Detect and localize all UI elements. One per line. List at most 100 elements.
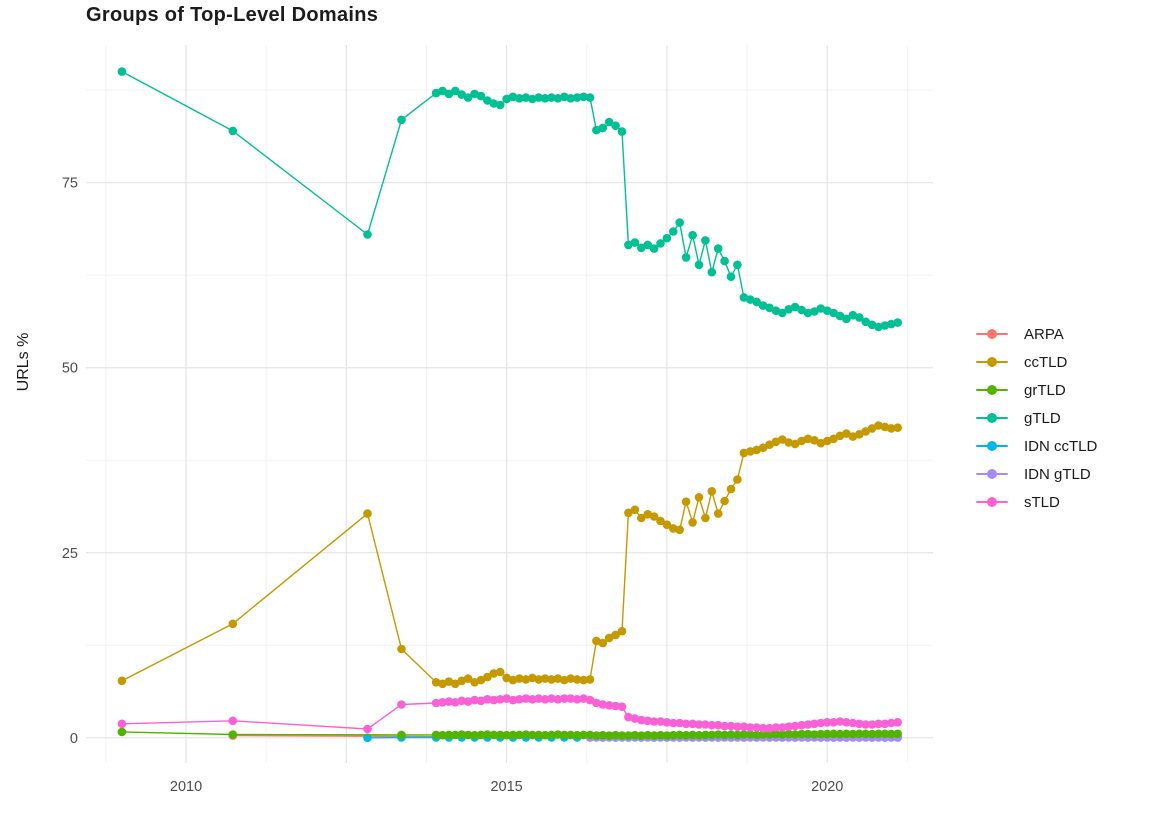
data-point-grtld bbox=[553, 730, 563, 739]
legend-item-arpa: ARPA bbox=[976, 320, 1097, 348]
data-point-cctld bbox=[707, 487, 717, 496]
data-point-gtld bbox=[476, 91, 486, 101]
data-point-stld bbox=[528, 695, 537, 704]
legend-label: IDN ccTLD bbox=[1024, 437, 1098, 455]
data-point-stld bbox=[553, 695, 563, 704]
series-gtld bbox=[117, 67, 902, 332]
data-point-gtld bbox=[797, 305, 806, 315]
legend-label: IDN gTLD bbox=[1024, 465, 1091, 483]
data-point-cctld bbox=[656, 516, 665, 526]
data-point-stld bbox=[893, 718, 902, 727]
series-cctld bbox=[117, 421, 902, 689]
data-point-gtld bbox=[694, 260, 704, 270]
data-point-stld bbox=[688, 719, 697, 729]
data-point-grtld bbox=[463, 730, 473, 740]
data-point-stld bbox=[694, 720, 704, 729]
data-point-grtld bbox=[707, 730, 717, 740]
data-point-stld bbox=[816, 718, 826, 728]
data-point-gtld bbox=[649, 244, 659, 253]
data-point-stld bbox=[431, 698, 441, 708]
data-point-gtld bbox=[637, 243, 646, 253]
data-point-gtld bbox=[810, 307, 819, 316]
data-point-grtld bbox=[880, 729, 890, 739]
data-point-gtld bbox=[733, 260, 742, 270]
legend-key-dot bbox=[987, 469, 997, 479]
data-point-grtld bbox=[540, 730, 550, 740]
data-point-grtld bbox=[784, 729, 793, 739]
data-point-gtld bbox=[624, 240, 633, 250]
data-point-stld bbox=[880, 719, 890, 729]
data-point-grtld bbox=[624, 731, 633, 740]
data-point-gtld bbox=[534, 93, 543, 102]
data-point-cctld bbox=[713, 509, 723, 518]
data-point-stld bbox=[797, 720, 806, 730]
data-point-stld bbox=[739, 722, 749, 731]
data-point-gtld bbox=[521, 93, 531, 102]
data-point-stld bbox=[829, 718, 838, 727]
data-point-gtld bbox=[752, 297, 761, 307]
legend-key-dot bbox=[987, 413, 997, 423]
data-point-gtld bbox=[228, 126, 238, 136]
data-point-grtld bbox=[547, 730, 556, 740]
legend-label: gTLD bbox=[1024, 409, 1061, 427]
data-point-gtld bbox=[444, 89, 454, 99]
data-point-cctld bbox=[534, 675, 543, 684]
data-point-cctld bbox=[598, 638, 608, 648]
data-point-cctld bbox=[669, 524, 678, 533]
data-point-grtld bbox=[733, 730, 742, 740]
data-point-grtld bbox=[669, 730, 678, 740]
data-point-cctld bbox=[778, 435, 787, 444]
data-point-gtld bbox=[611, 121, 620, 130]
data-point-gtld bbox=[765, 303, 774, 313]
data-point-grtld bbox=[867, 729, 877, 739]
data-point-grtld bbox=[816, 729, 826, 739]
data-point-grtld bbox=[560, 730, 569, 740]
data-point-grtld bbox=[765, 730, 774, 739]
data-point-cctld bbox=[483, 672, 492, 682]
data-point-stld bbox=[117, 719, 127, 729]
data-point-stld bbox=[483, 695, 492, 704]
data-point-gtld bbox=[880, 321, 890, 330]
data-point-gtld bbox=[363, 230, 372, 239]
data-point-grtld bbox=[630, 730, 640, 740]
data-point-cctld bbox=[662, 520, 672, 529]
legend-label: sTLD bbox=[1024, 493, 1060, 511]
data-point-grtld bbox=[444, 730, 454, 740]
series-grtld bbox=[117, 727, 902, 740]
data-point-gtld bbox=[528, 94, 537, 104]
data-point-grtld bbox=[758, 730, 768, 739]
data-point-stld bbox=[675, 718, 684, 728]
data-point-cctld bbox=[874, 421, 883, 430]
legend-item-gtld: gTLD bbox=[976, 404, 1097, 432]
data-point-gtld bbox=[643, 240, 652, 250]
data-point-stld bbox=[848, 718, 858, 728]
data-point-grtld bbox=[489, 730, 499, 740]
legend-label: ARPA bbox=[1024, 325, 1064, 343]
data-point-stld bbox=[681, 719, 691, 729]
data-point-grtld bbox=[585, 730, 595, 740]
data-point-stld bbox=[867, 720, 877, 729]
data-point-cctld bbox=[887, 424, 896, 433]
data-point-stld bbox=[585, 695, 595, 705]
legend-key-icon bbox=[976, 328, 1008, 340]
data-point-stld bbox=[656, 717, 665, 726]
data-point-grtld bbox=[476, 730, 486, 740]
data-point-gtld bbox=[451, 86, 460, 96]
data-point-gtld bbox=[117, 67, 127, 76]
legend-key-dot bbox=[987, 497, 997, 507]
data-point-gtld bbox=[547, 93, 556, 102]
data-point-grtld bbox=[457, 730, 467, 739]
data-point-stld bbox=[521, 694, 531, 703]
data-point-cctld bbox=[228, 619, 238, 629]
data-point-grtld bbox=[746, 730, 755, 739]
data-point-gtld bbox=[681, 253, 691, 262]
legend-label: grTLD bbox=[1024, 381, 1066, 399]
data-point-gtld bbox=[438, 86, 447, 96]
data-point-gtld bbox=[893, 318, 902, 327]
data-point-stld bbox=[363, 724, 372, 734]
data-point-stld bbox=[572, 695, 582, 704]
data-point-grtld bbox=[778, 730, 787, 739]
data-point-stld bbox=[771, 723, 781, 732]
y-tick-label: 50 bbox=[62, 361, 78, 377]
data-point-grtld bbox=[835, 729, 845, 739]
